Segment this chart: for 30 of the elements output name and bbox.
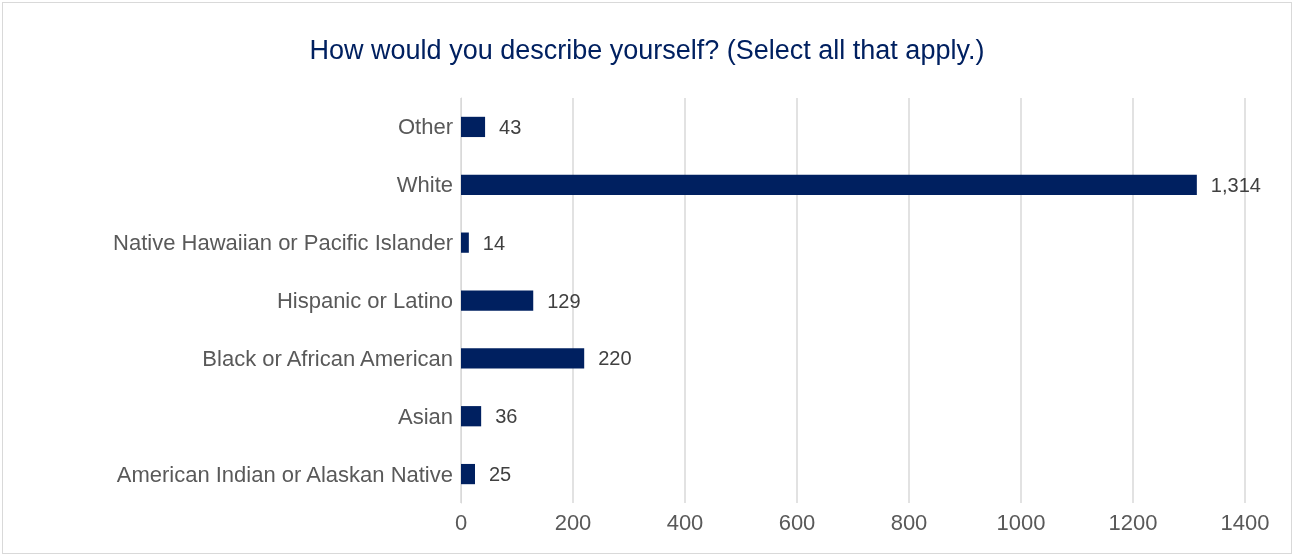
data-label: 129 <box>547 289 581 312</box>
bar <box>461 290 534 311</box>
x-tick-label: 0 <box>454 509 468 535</box>
x-tick-label: 200 <box>554 509 592 535</box>
y-tick-label: Hispanic or Latino <box>276 288 453 313</box>
y-tick-label: White <box>396 172 453 198</box>
data-label: 43 <box>499 115 522 138</box>
data-label: 25 <box>489 463 512 486</box>
data-label: 220 <box>598 347 632 370</box>
bar <box>461 232 469 253</box>
x-tick-label: 1400 <box>1220 509 1270 535</box>
y-tick-label: Native Hawaiian or Pacific Islander <box>113 230 453 256</box>
y-tick-label: Asian <box>397 403 453 429</box>
chart-title: How would you describe yourself? (Select all that apply.) <box>309 34 985 65</box>
data-label: 36 <box>495 405 518 428</box>
x-tick-label: 600 <box>778 509 816 535</box>
bar <box>461 348 585 369</box>
x-tick-label: 1200 <box>1108 509 1158 535</box>
data-label: 1,314 <box>1210 173 1261 196</box>
y-tick-label: Black or African American <box>202 345 453 371</box>
x-tick-label: 800 <box>890 509 928 535</box>
x-tick-label: 1000 <box>996 509 1046 535</box>
bar <box>461 116 486 138</box>
y-tick-label: Other <box>397 114 453 140</box>
x-tick-label: 400 <box>666 509 704 535</box>
y-tick-label: American Indian or Alaskan Native <box>116 461 453 487</box>
bar <box>461 174 1197 195</box>
bar <box>461 406 482 427</box>
data-label: 14 <box>482 231 506 254</box>
bar <box>461 463 475 485</box>
